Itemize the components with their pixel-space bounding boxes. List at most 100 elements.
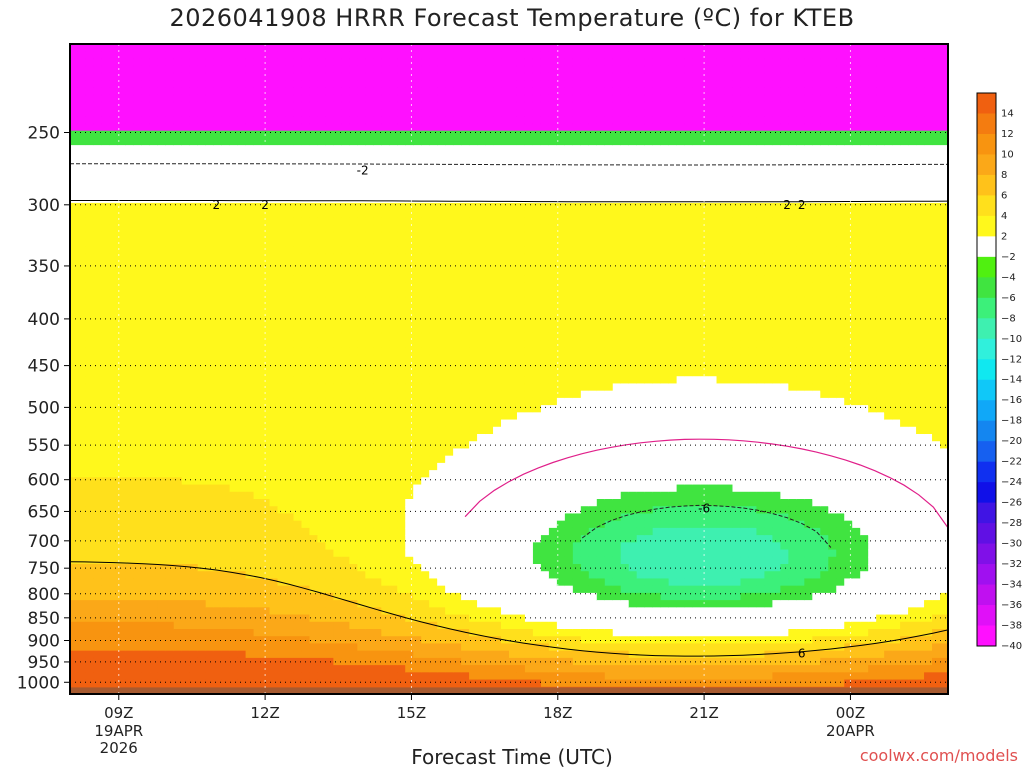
temperature-cell [77, 549, 87, 558]
temperature-cell [469, 462, 478, 471]
temperature-cell [389, 332, 398, 341]
temperature-cell [341, 412, 350, 421]
temperature-cell [197, 296, 207, 305]
temperature-cell [301, 376, 311, 385]
temperature-cell [77, 51, 87, 60]
temperature-cell [141, 166, 151, 175]
temperature-cell [493, 564, 502, 572]
temperature-cell [85, 419, 95, 428]
temperature-cell [365, 325, 374, 334]
temperature-cell [429, 130, 438, 139]
temperature-cell [453, 665, 462, 673]
temperature-cell [77, 665, 87, 673]
temperature-cell [485, 672, 494, 681]
temperature-cell [245, 65, 255, 74]
temperature-cell [109, 239, 119, 247]
temperature-cell [325, 520, 334, 529]
temperature-cell [237, 470, 247, 478]
temperature-cell [165, 275, 175, 283]
temperature-cell [445, 195, 454, 204]
temperature-cell [70, 636, 79, 645]
temperature-cell [429, 145, 438, 153]
temperature-cell [221, 354, 231, 363]
temperature-cell [149, 87, 159, 96]
temperature-cell [157, 195, 167, 204]
temperature-cell [397, 130, 406, 139]
temperature-cell [453, 340, 462, 348]
temperature-cell [189, 267, 199, 276]
temperature-cell [469, 94, 478, 103]
temperature-cell [381, 542, 390, 551]
temperature-cell [461, 246, 470, 255]
temperature-cell [357, 585, 366, 594]
temperature-cell [277, 188, 287, 197]
temperature-cell [381, 672, 390, 681]
temperature-cell [85, 520, 95, 529]
temperature-cell [373, 123, 382, 132]
temperature-cell [261, 614, 271, 623]
temperature-cell [101, 325, 111, 334]
temperature-cell [101, 260, 111, 269]
temperature-cell [253, 621, 263, 630]
temperature-cell [165, 629, 175, 637]
temperature-cell [269, 239, 279, 247]
temperature-cell [301, 282, 311, 291]
temperature-cell [509, 318, 518, 327]
temperature-cell [213, 549, 223, 558]
temperature-cell [325, 383, 334, 392]
temperature-cell [341, 477, 350, 486]
temperature-cell [429, 340, 438, 348]
temperature-cell [213, 621, 223, 630]
temperature-cell [173, 80, 183, 88]
temperature-cell [85, 217, 95, 226]
temperature-cell [149, 275, 159, 283]
temperature-cell [181, 332, 191, 341]
temperature-cell [309, 311, 319, 320]
temperature-cell [301, 94, 311, 103]
temperature-cell [261, 390, 271, 399]
temperature-cell [70, 174, 79, 182]
temperature-cell [405, 556, 414, 565]
temperature-cell [70, 527, 79, 536]
temperature-cell [173, 513, 183, 522]
temperature-cell [413, 564, 422, 572]
temperature-cell [477, 650, 486, 659]
temperature-cell [333, 246, 342, 255]
temperature-cell [333, 578, 342, 587]
temperature-cell [141, 636, 151, 645]
temperature-cell [373, 145, 382, 153]
temperature-cell [469, 434, 478, 442]
temperature-cell [373, 166, 382, 175]
temperature-cell [173, 347, 183, 356]
temperature-cell [181, 210, 191, 218]
temperature-cell [397, 361, 406, 370]
temperature-cell [149, 527, 159, 536]
temperature-cell [477, 137, 486, 146]
temperature-cell [445, 426, 454, 435]
temperature-cell [77, 564, 87, 572]
temperature-cell [157, 614, 167, 623]
temperature-cell [181, 347, 191, 356]
temperature-cell [453, 318, 462, 327]
temperature-cell [85, 397, 95, 406]
temperature-cell [245, 434, 255, 442]
temperature-cell [437, 361, 446, 370]
temperature-cell [325, 535, 334, 543]
temperature-cell [213, 470, 223, 478]
temperature-cell [85, 535, 95, 543]
temperature-cell [405, 369, 414, 377]
temperature-cell [197, 513, 207, 522]
temperature-cell [77, 657, 87, 666]
temperature-cell [317, 65, 327, 74]
temperature-cell [117, 621, 127, 630]
temperature-cell [237, 621, 247, 630]
temperature-cell [261, 520, 271, 529]
temperature-cell [485, 571, 494, 580]
temperature-cell [269, 130, 279, 139]
temperature-cell [421, 72, 430, 81]
temperature-cell [213, 181, 223, 190]
temperature-cell [333, 448, 342, 457]
temperature-cell [309, 484, 319, 493]
temperature-cell [277, 491, 287, 500]
temperature-cell [301, 87, 311, 96]
